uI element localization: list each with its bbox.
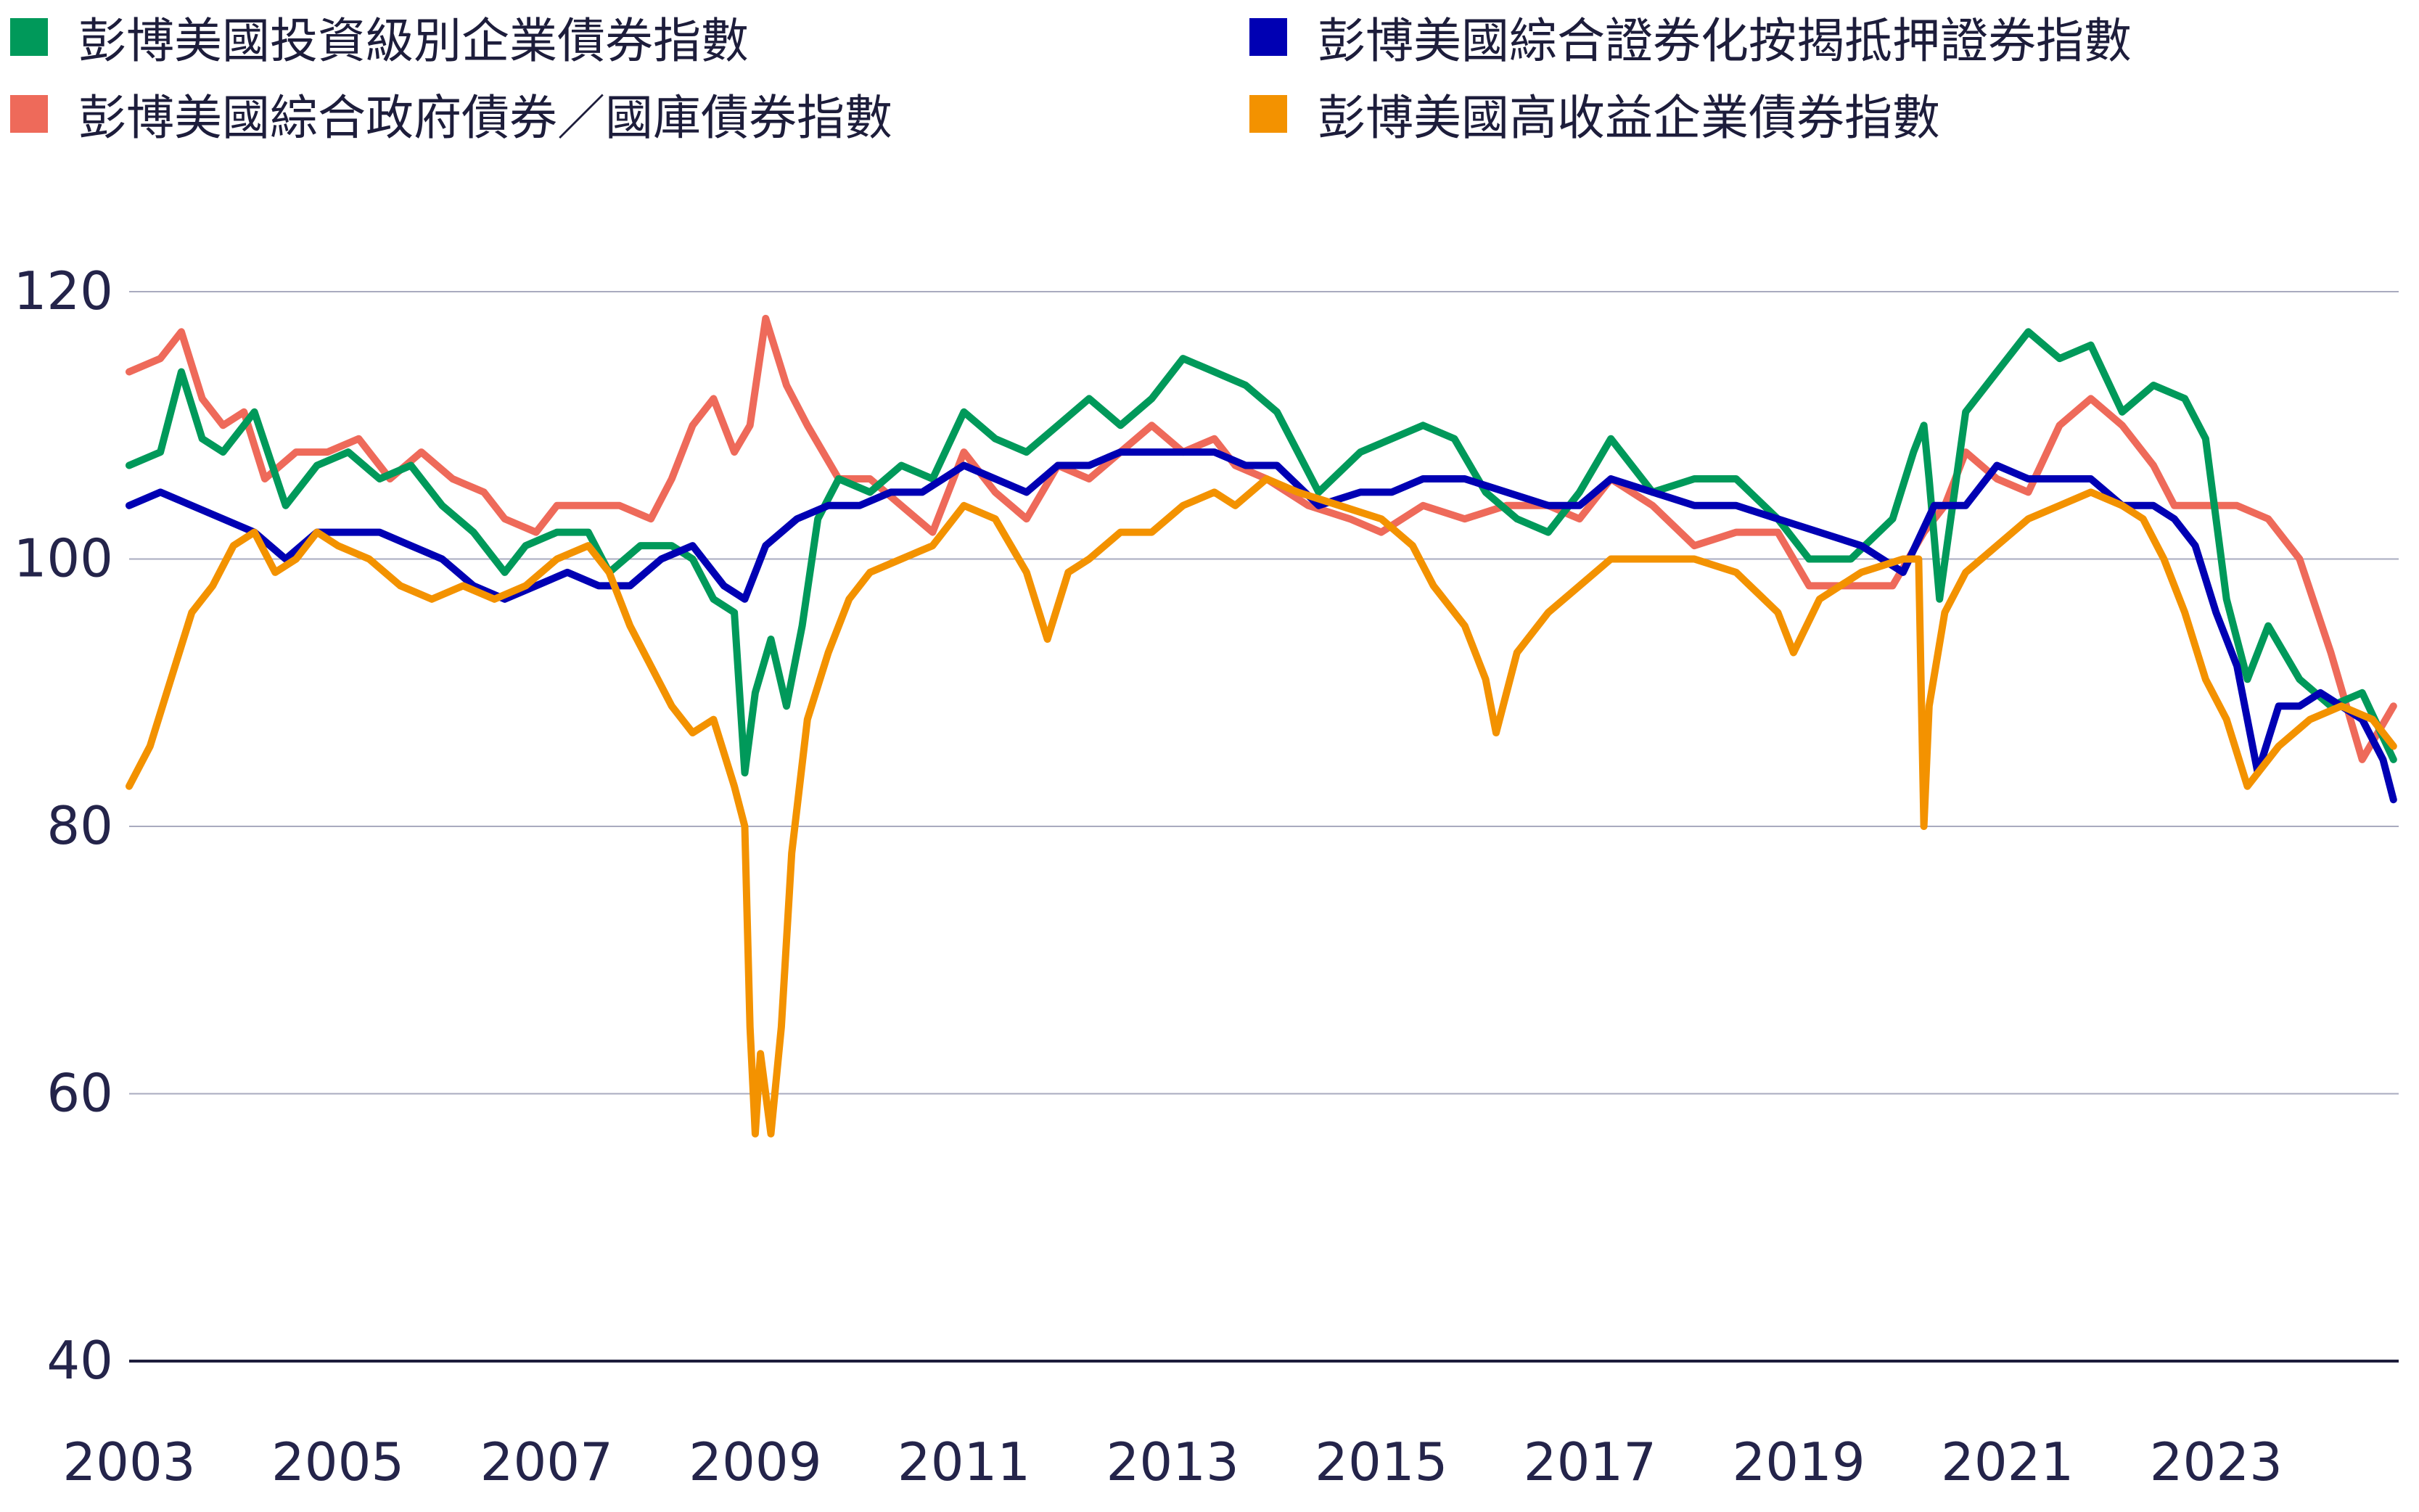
y-axis-tick-labels: 40 60 80 100 120 <box>14 260 113 1391</box>
gridlines <box>129 291 2399 1363</box>
x-tick-label: 2007 <box>480 1431 613 1492</box>
legend-label-treasury: 彭博美國綜合政府債券／國庫債券指數 <box>78 90 892 146</box>
series-line-3 <box>126 475 2397 1138</box>
legend-swatch-treasury <box>10 95 48 133</box>
y-tick-label: 120 <box>14 260 113 321</box>
legend-item-ig-corporate: 彭博美國投資級別企業債券指數 <box>10 4 749 70</box>
x-tick-label: 2017 <box>1524 1431 1656 1492</box>
legend-item-high-yield: 彭博美國高收益企業債券指數 <box>1249 81 1940 147</box>
series-lines <box>126 314 2397 1138</box>
y-tick-label: 100 <box>14 528 113 589</box>
legend-label-ig-corporate: 彭博美國投資級別企業債券指數 <box>78 13 749 69</box>
x-tick-label: 2013 <box>1106 1431 1239 1492</box>
series-line-2 <box>126 448 2397 804</box>
x-tick-label: 2011 <box>898 1431 1030 1492</box>
series-line-1 <box>126 328 2397 777</box>
x-tick-label: 2023 <box>2150 1431 2283 1492</box>
legend-label-mbs: 彭博美國綜合證券化按揭抵押證券指數 <box>1318 13 2132 69</box>
x-tick-label: 2005 <box>271 1431 404 1492</box>
x-tick-label: 2003 <box>62 1431 195 1492</box>
x-tick-label: 2021 <box>1941 1431 2074 1492</box>
legend-swatch-mbs <box>1249 18 1287 56</box>
x-tick-label: 2009 <box>689 1431 821 1492</box>
y-tick-label: 40 <box>46 1330 113 1391</box>
legend-swatch-high-yield <box>1249 95 1287 133</box>
x-tick-label: 2015 <box>1315 1431 1447 1492</box>
legend-label-high-yield: 彭博美國高收益企業債券指數 <box>1318 90 1940 146</box>
x-axis-tick-labels: 2003 2005 2007 2009 2011 2013 2015 2017 2019 2021… <box>62 1431 2283 1492</box>
y-tick-label: 60 <box>46 1063 113 1124</box>
series-line-0 <box>126 314 2397 763</box>
chart-legend: 彭博美國投資級別企業債券指數 彭博美國綜合證券化按揭抵押證券指數 彭博美國綜合政… <box>0 0 2419 160</box>
x-tick-label: 2019 <box>1732 1431 1865 1492</box>
legend-item-mbs: 彭博美國綜合證券化按揭抵押證券指數 <box>1249 4 2132 70</box>
y-tick-label: 80 <box>46 795 113 856</box>
legend-item-treasury: 彭博美國綜合政府債券／國庫債券指數 <box>10 81 892 147</box>
legend-swatch-ig-corporate <box>10 18 48 56</box>
